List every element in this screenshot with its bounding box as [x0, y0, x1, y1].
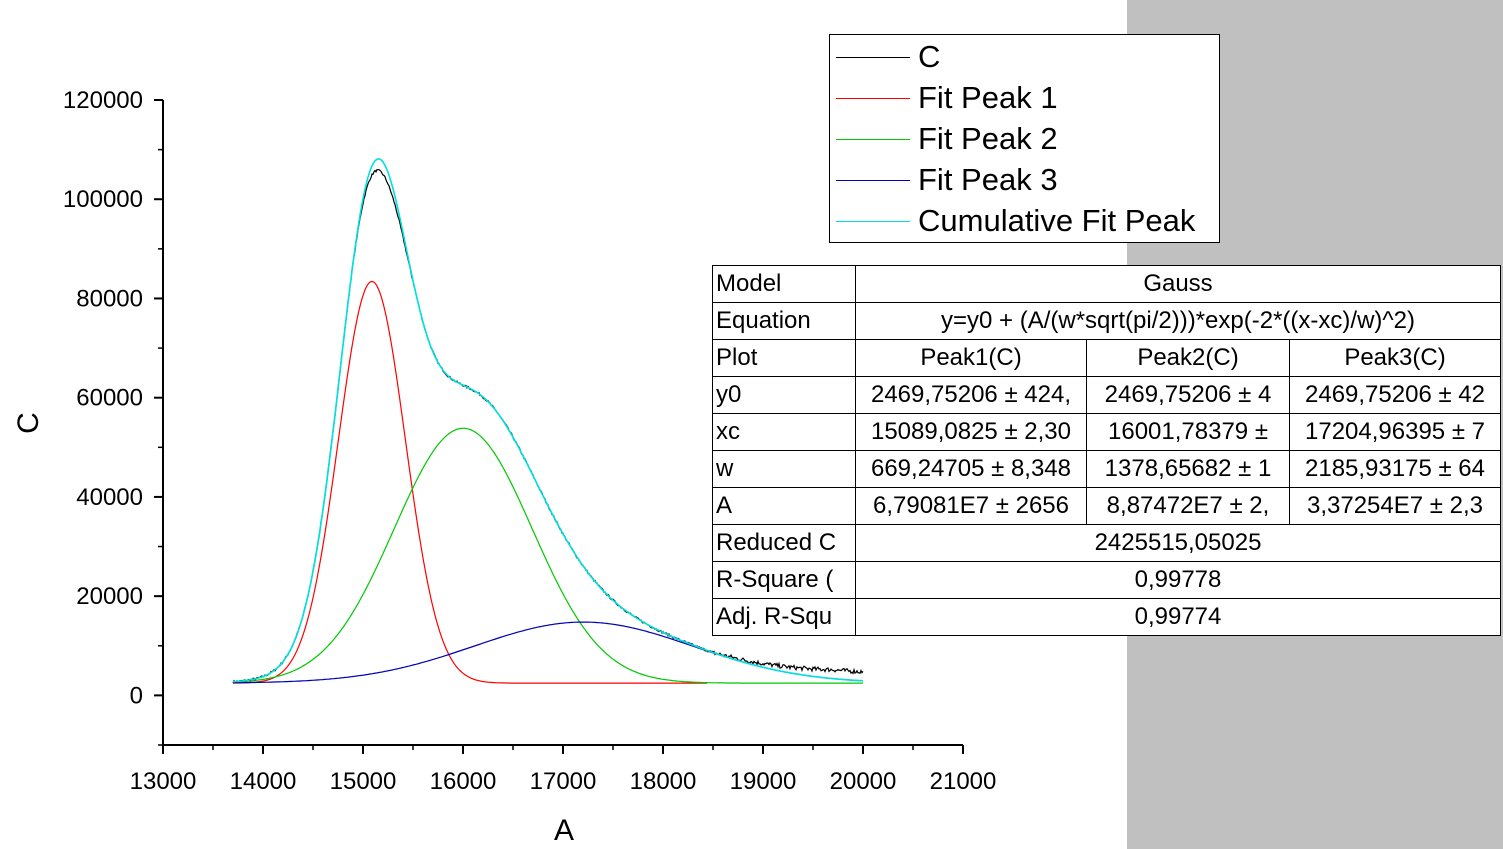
y-tick-label: 100000 [63, 186, 143, 213]
x-tick-label: 17000 [530, 768, 597, 795]
reduced-chi-sqr-value: 2425515,05025 [855, 524, 1501, 562]
y-axis-label: C [12, 412, 45, 434]
x-tick-label: 19000 [730, 768, 797, 795]
y-tick-label: 80000 [76, 285, 143, 312]
legend: C Fit Peak 1 Fit Peak 2 Fit Peak 3 Cumul… [829, 34, 1220, 243]
legend-label-c: C [918, 39, 941, 74]
x-tick-label: 18000 [630, 768, 697, 795]
equation-value: y=y0 + (A/(w*sqrt(pi/2)))*exp(-2*((x-xc)… [855, 302, 1501, 340]
legend-item-c: C [830, 37, 1219, 77]
series-line-fit-peak-1 [232, 280, 707, 684]
legend-item-cumulative-fit-peak: Cumulative Fit Peak [830, 201, 1219, 241]
param-value: 6,79081E7 ± 2656 [855, 487, 1087, 525]
table-row-w: w 669,24705 ± 8,348 1378,65682 ± 1 2185,… [712, 450, 1501, 488]
table-row-a: A 6,79081E7 ± 2656 8,87472E7 ± 2, 3,3725… [712, 487, 1501, 525]
param-label-a: A [712, 487, 856, 525]
r-square-value: 0,99778 [855, 561, 1501, 599]
table-row-r-square: R-Square ( 0,99778 [712, 561, 1501, 599]
param-value: 669,24705 ± 8,348 [855, 450, 1087, 488]
table-row-y0: y0 2469,75206 ± 424, 2469,75206 ± 4 2469… [712, 376, 1501, 414]
x-tick-label: 13000 [130, 768, 197, 795]
y-tick-label: 120000 [63, 87, 143, 114]
legend-label-cumulative-fit-peak: Cumulative Fit Peak [918, 203, 1196, 238]
x-tick-label: 16000 [430, 768, 497, 795]
plot-header-peak3: Peak3(C) [1289, 339, 1501, 377]
param-value: 1378,65682 ± 1 [1086, 450, 1290, 488]
fit-results-table: Model Gauss Equation y=y0 + (A/(w*sqrt(p… [712, 265, 1501, 636]
series-line-cumulative-fit-peak [232, 157, 864, 683]
table-row-plot: Plot Peak1(C) Peak2(C) Peak3(C) [712, 339, 1501, 377]
x-axis-label: A [554, 814, 574, 847]
param-label-xc: xc [712, 413, 856, 451]
legend-label-fit-peak-3: Fit Peak 3 [918, 162, 1058, 197]
y-tick-label: 60000 [76, 385, 143, 412]
legend-item-fit-peak-3: Fit Peak 3 [830, 160, 1219, 200]
y-tick-label: 0 [130, 682, 143, 709]
legend-swatch-cumulative-fit-peak [836, 221, 910, 222]
param-value: 2469,75206 ± 424, [855, 376, 1087, 414]
param-value: 2469,75206 ± 4 [1086, 376, 1290, 414]
param-label-y0: y0 [712, 376, 856, 414]
adj-r-square-label: Adj. R-Squ [712, 598, 856, 636]
param-value: 2185,93175 ± 64 [1289, 450, 1501, 488]
legend-item-fit-peak-1: Fit Peak 1 [830, 78, 1219, 118]
x-tick-label: 14000 [230, 768, 297, 795]
x-tick-label: 20000 [830, 768, 897, 795]
x-tick-label: 21000 [930, 768, 997, 795]
plot-header-peak1: Peak1(C) [855, 339, 1087, 377]
legend-item-fit-peak-2: Fit Peak 2 [830, 119, 1219, 159]
legend-swatch-fit-peak-2 [836, 139, 910, 140]
adj-r-square-value: 0,99774 [855, 598, 1501, 636]
table-row-adj-r-square: Adj. R-Squ 0,99774 [712, 598, 1501, 636]
curves [232, 157, 864, 684]
legend-swatch-c [836, 57, 910, 58]
table-row-model: Model Gauss [712, 265, 1501, 303]
y-tick-label: 40000 [76, 484, 143, 511]
x-tick-label: 15000 [330, 768, 397, 795]
series-line-fit-peak-2 [232, 427, 863, 684]
r-square-label: R-Square ( [712, 561, 856, 599]
table-row-reduced-chi-sqr: Reduced C 2425515,05025 [712, 524, 1501, 562]
reduced-chi-sqr-label: Reduced C [712, 524, 856, 562]
legend-swatch-fit-peak-3 [836, 180, 910, 181]
param-value: 8,87472E7 ± 2, [1086, 487, 1290, 525]
param-label-w: w [712, 450, 856, 488]
table-row-xc: xc 15089,0825 ± 2,30 16001,78379 ± 17204… [712, 413, 1501, 451]
y-tick-label: 20000 [76, 583, 143, 610]
legend-label-fit-peak-1: Fit Peak 1 [918, 80, 1058, 115]
model-label: Model [712, 265, 856, 303]
equation-label: Equation [712, 302, 856, 340]
param-value: 2469,75206 ± 42 [1289, 376, 1501, 414]
legend-swatch-fit-peak-1 [836, 98, 910, 99]
param-value: 15089,0825 ± 2,30 [855, 413, 1087, 451]
plot-header-peak2: Peak2(C) [1086, 339, 1290, 377]
param-value: 16001,78379 ± [1086, 413, 1290, 451]
legend-label-fit-peak-2: Fit Peak 2 [918, 121, 1058, 156]
param-value: 3,37254E7 ± 2,3 [1289, 487, 1501, 525]
param-value: 17204,96395 ± 7 [1289, 413, 1501, 451]
plot-label: Plot [712, 339, 856, 377]
model-value: Gauss [855, 265, 1501, 303]
table-row-equation: Equation y=y0 + (A/(w*sqrt(pi/2)))*exp(-… [712, 302, 1501, 340]
axes: 13000 14000 15000 16000 17000 18000 19000 20000… [63, 87, 996, 795]
